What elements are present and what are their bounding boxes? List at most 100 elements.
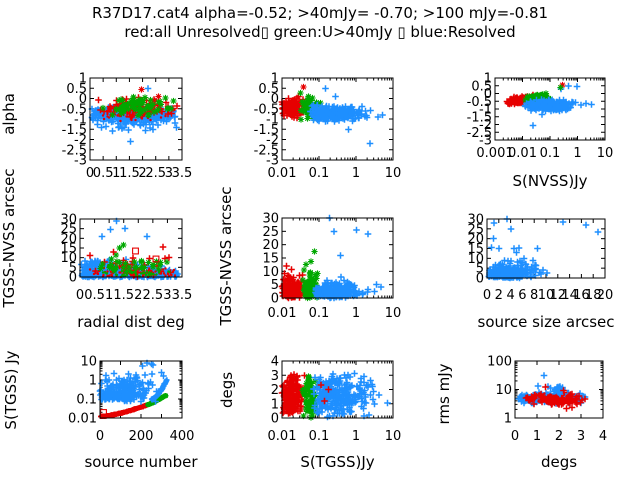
svg-text:0: 0 xyxy=(69,271,77,286)
svg-text:1: 1 xyxy=(352,306,360,321)
svg-text:-1: -1 xyxy=(479,103,492,118)
svg-text:5: 5 xyxy=(271,278,279,293)
svg-text:0.5: 0.5 xyxy=(84,288,105,303)
svg-text:25: 25 xyxy=(60,222,77,237)
svg-text:0.1: 0.1 xyxy=(76,393,97,408)
svg-text:15: 15 xyxy=(60,242,77,257)
svg-text:10: 10 xyxy=(385,429,402,444)
svg-text:-2.5: -2.5 xyxy=(467,126,492,141)
svg-text:18: 18 xyxy=(585,288,602,303)
svg-text:0: 0 xyxy=(79,92,87,107)
svg-text:2: 2 xyxy=(495,288,503,303)
svg-text:3: 3 xyxy=(163,288,171,303)
data-points xyxy=(278,370,391,421)
svg-text:-3: -3 xyxy=(479,134,492,149)
svg-text:1: 1 xyxy=(533,429,541,444)
svg-text:20: 20 xyxy=(467,232,484,247)
svg-text:8: 8 xyxy=(530,288,538,303)
subplot-alpha-vs-radial-dist: 00.511.522.533.510.50-0.5-1-1.5-2-2.5-3a… xyxy=(0,72,192,182)
data-points xyxy=(78,217,181,281)
axes-frame xyxy=(281,77,394,161)
data-points xyxy=(88,85,181,145)
x-axis-title: degs xyxy=(541,453,577,471)
svg-text:0: 0 xyxy=(483,288,491,303)
svg-text:-1.5: -1.5 xyxy=(467,110,492,125)
x-axis-title: source number xyxy=(84,453,198,471)
svg-text:5: 5 xyxy=(69,261,77,276)
svg-text:10: 10 xyxy=(597,146,614,161)
svg-text:10: 10 xyxy=(80,355,97,370)
y-axis-title: TGSS-NVSS arcsec xyxy=(217,186,235,326)
svg-text:0.01: 0.01 xyxy=(268,306,297,321)
svg-text:0: 0 xyxy=(271,412,279,427)
x-axis-title: source size arcsec xyxy=(478,313,615,331)
y-axis-title: rms mJy xyxy=(435,363,453,424)
svg-text:1: 1 xyxy=(573,146,581,161)
axes-frame xyxy=(79,218,183,278)
svg-text:-1.5: -1.5 xyxy=(254,123,279,138)
figure-legend: red:all Unresolved▯ green:U>40mJy ▯ blue… xyxy=(124,23,516,41)
svg-text:0.001: 0.001 xyxy=(476,146,513,161)
svg-text:-2: -2 xyxy=(479,118,492,133)
axes-frame xyxy=(99,360,183,419)
svg-text:1: 1 xyxy=(89,374,97,389)
svg-text:1: 1 xyxy=(112,166,120,181)
y-axis-title: degs xyxy=(218,372,236,408)
svg-text:10: 10 xyxy=(538,288,555,303)
svg-text:10: 10 xyxy=(467,252,484,267)
svg-text:3.5: 3.5 xyxy=(172,166,193,181)
svg-text:15: 15 xyxy=(467,242,484,257)
svg-text:1: 1 xyxy=(352,166,360,181)
svg-text:20: 20 xyxy=(597,288,614,303)
svg-text:30: 30 xyxy=(467,213,484,228)
svg-text:0: 0 xyxy=(271,92,279,107)
svg-text:400: 400 xyxy=(170,429,195,444)
subplot-s-tgss-vs-source-number: 0 200 400 0.01 0.1 1 10 source number S(TGSS) Jy xyxy=(2,350,198,471)
x-axis-title: S(NVSS)Jy xyxy=(512,172,587,190)
svg-text:0: 0 xyxy=(76,288,84,303)
data-points xyxy=(278,214,385,302)
svg-text:0: 0 xyxy=(476,272,484,287)
svg-text:-2: -2 xyxy=(266,133,279,148)
svg-text:1: 1 xyxy=(79,72,87,87)
svg-text:3: 3 xyxy=(271,369,279,384)
svg-text:6: 6 xyxy=(518,288,526,303)
svg-text:25: 25 xyxy=(467,222,484,237)
axis-tick-labels: 00.511.522.533.510.50-0.5-1-1.5-2-2.5-3 xyxy=(62,72,193,182)
svg-text:4: 4 xyxy=(506,288,514,303)
y-axis-title: TGSS-NVSS arcsec xyxy=(0,168,18,308)
svg-text:0.5: 0.5 xyxy=(66,82,87,97)
svg-text:2: 2 xyxy=(134,288,142,303)
svg-text:1.5: 1.5 xyxy=(119,166,140,181)
svg-text:4: 4 xyxy=(271,355,279,370)
svg-text:-1: -1 xyxy=(74,113,87,128)
svg-text:-1.5: -1.5 xyxy=(62,123,87,138)
svg-text:0.01: 0.01 xyxy=(508,146,537,161)
svg-text:0.5: 0.5 xyxy=(471,79,492,94)
y-axis-title: S(TGSS) Jy xyxy=(2,350,20,429)
svg-text:-0.5: -0.5 xyxy=(62,102,87,117)
svg-text:10: 10 xyxy=(60,251,77,266)
svg-text:5: 5 xyxy=(476,262,484,277)
axes-frame xyxy=(486,218,606,279)
svg-text:0: 0 xyxy=(271,292,279,307)
svg-text:0.1: 0.1 xyxy=(309,429,330,444)
data-points xyxy=(96,359,170,419)
svg-text:10: 10 xyxy=(495,383,512,398)
x-axis-title: S(TGSS)Jy xyxy=(300,453,374,471)
svg-text:0.5: 0.5 xyxy=(93,166,114,181)
data-points xyxy=(485,215,602,282)
svg-text:15: 15 xyxy=(262,252,279,267)
svg-text:-2.5: -2.5 xyxy=(62,143,87,158)
